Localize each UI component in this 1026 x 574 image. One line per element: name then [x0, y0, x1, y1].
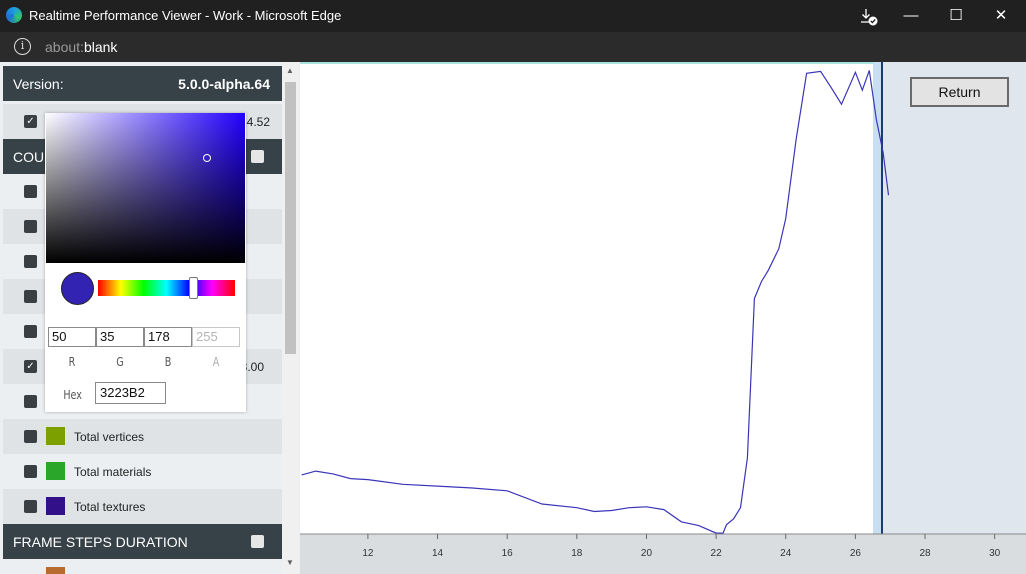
hex-label: Hex — [63, 388, 82, 402]
color-swatch[interactable] — [46, 497, 65, 515]
checkbox[interactable] — [24, 325, 37, 338]
url-text[interactable]: about:blank — [45, 39, 117, 55]
list-item[interactable]: Total materials — [3, 454, 282, 489]
saturation-value-area[interactable] — [46, 113, 245, 263]
checkbox[interactable] — [24, 220, 37, 233]
frame-steps-checkbox[interactable] — [251, 535, 264, 548]
series-line — [301, 70, 890, 534]
scroll-up-icon[interactable]: ▲ — [286, 66, 294, 75]
checkbox[interactable] — [24, 185, 37, 198]
list-item[interactable] — [3, 244, 282, 279]
color-preview — [61, 272, 94, 305]
future-region — [883, 62, 1026, 534]
x-axis-band — [300, 534, 1026, 574]
item-value: 3.00 — [240, 360, 264, 374]
green-label: G — [116, 355, 124, 369]
edge-browser-icon — [6, 7, 22, 23]
scroll-down-icon[interactable]: ▼ — [286, 558, 294, 567]
list-item[interactable] — [3, 174, 282, 209]
checkbox[interactable] — [24, 395, 37, 408]
color-swatch[interactable] — [46, 427, 65, 445]
checkbox-checked[interactable]: ✓ — [24, 360, 37, 373]
list-item[interactable]: Total vertices — [3, 419, 282, 454]
x-tick-label: 20 — [641, 548, 653, 559]
x-tick-label: 26 — [850, 548, 862, 559]
hue-slider[interactable] — [98, 277, 235, 299]
close-button[interactable]: ✕ — [994, 7, 1008, 24]
item-label: Total textures — [74, 500, 146, 514]
address-bar: i about:blank — [0, 32, 1026, 62]
checkbox[interactable] — [24, 255, 37, 268]
color-picker: 50 35 178 255 R G B A Hex 3223B2 — [45, 113, 246, 412]
blue-input[interactable]: 178 — [144, 327, 192, 347]
window-title: Realtime Performance Viewer - Work - Mic… — [29, 8, 342, 23]
frame-steps-header: FRAME STEPS DURATION — [3, 524, 282, 559]
list-item[interactable] — [3, 314, 282, 349]
list-item[interactable] — [3, 384, 282, 419]
red-input[interactable]: 50 — [48, 327, 96, 347]
item-label: Total vertices — [74, 430, 145, 444]
green-input[interactable]: 35 — [96, 327, 144, 347]
color-swatch[interactable] — [46, 462, 65, 480]
x-tick-label: 14 — [432, 548, 444, 559]
maximize-button[interactable]: ☐ — [949, 7, 963, 24]
list-item[interactable] — [3, 559, 282, 574]
url-host: blank — [83, 39, 118, 55]
top-highlight — [300, 62, 880, 64]
checkbox[interactable] — [24, 500, 37, 513]
version-label: Version: — [13, 76, 64, 92]
url-protocol: about: — [45, 39, 84, 55]
x-tick-label: 12 — [362, 548, 374, 559]
item-label: Total materials — [74, 465, 152, 479]
checkbox[interactable] — [24, 430, 37, 443]
scroll-thumb[interactable] — [285, 82, 296, 354]
info-icon[interactable]: i — [14, 38, 31, 55]
x-tick-label: 18 — [571, 548, 583, 559]
page-content: Version: 5.0.0-alpha.64 ✓ 24.52 COUI ✓ 3… — [0, 62, 1026, 574]
x-tick-label: 30 — [989, 548, 1001, 559]
sidebar-scrollbar[interactable]: ▲ ▼ — [282, 62, 299, 574]
title-bar: Realtime Performance Viewer - Work - Mic… — [0, 0, 1026, 32]
sidebar: Version: 5.0.0-alpha.64 ✓ 24.52 COUI ✓ 3… — [0, 62, 300, 574]
blue-label: B — [164, 355, 172, 369]
hue-knob[interactable] — [189, 277, 198, 299]
counts-header-label: COUI — [13, 149, 48, 165]
live-band — [873, 62, 883, 534]
counts-header-checkbox[interactable] — [251, 150, 264, 163]
list-item[interactable]: Total textures — [3, 489, 282, 524]
alpha-label: A — [212, 355, 220, 369]
minimize-button[interactable]: — — [903, 7, 919, 24]
checkbox-checked[interactable]: ✓ — [24, 115, 37, 128]
download-icon[interactable] — [859, 7, 879, 27]
x-tick-label: 16 — [502, 548, 514, 559]
red-label: R — [68, 355, 76, 369]
hex-input[interactable]: 3223B2 — [95, 382, 166, 404]
version-value: 5.0.0-alpha.64 — [178, 76, 270, 92]
x-tick-label: 28 — [919, 548, 931, 559]
color-handle[interactable] — [203, 154, 211, 162]
item-value: 24.52 — [239, 115, 270, 129]
checkbox[interactable] — [24, 290, 37, 303]
performance-chart[interactable]: 12 14 16 18 20 22 24 26 28 30 — [300, 62, 1026, 574]
alpha-input[interactable]: 255 — [192, 327, 240, 347]
x-axis-ticks: 12 14 16 18 20 22 24 26 28 30 — [362, 534, 1001, 559]
frame-steps-label: FRAME STEPS DURATION — [13, 534, 188, 550]
color-swatch[interactable] — [46, 567, 65, 574]
x-tick-label: 24 — [780, 548, 792, 559]
x-tick-label: 22 — [711, 548, 723, 559]
checkbox[interactable] — [24, 465, 37, 478]
version-header: Version: 5.0.0-alpha.64 — [3, 66, 282, 101]
return-button[interactable]: Return — [910, 77, 1009, 107]
